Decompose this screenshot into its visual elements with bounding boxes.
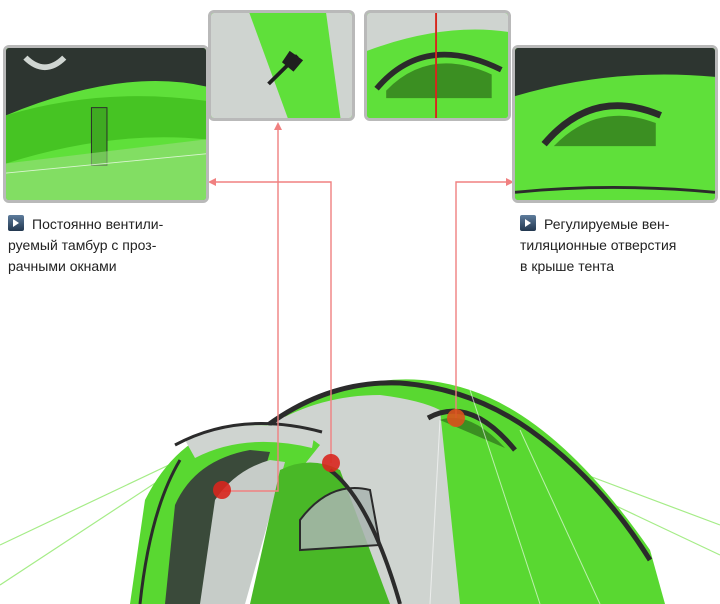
callout-lines xyxy=(210,125,512,492)
caption-roof-vent-line-3: в крыше тента xyxy=(520,258,615,274)
callout-arrowheads xyxy=(208,122,514,186)
play-arrow-icon xyxy=(520,215,536,231)
caption-roof-vent: Регулируемые вен- тиляционные отверстия … xyxy=(520,214,676,277)
caption-vestibule: Постоянно вентили- руемый тамбур с проз-… xyxy=(8,214,163,277)
caption-vestibule-line-1: Постоянно вентили- xyxy=(8,214,163,235)
thumb-roof-vent xyxy=(512,45,718,203)
caption-vestibule-line-3: рачными окнами xyxy=(8,258,117,274)
thumb-vestibule xyxy=(3,45,209,203)
thumb-roof-zip xyxy=(364,10,511,121)
marker-vestibule[interactable] xyxy=(213,481,231,499)
thumb-door-tie xyxy=(208,10,355,121)
caption-roof-vent-line-2: тиляционные отверстия xyxy=(520,237,677,253)
play-arrow-icon xyxy=(8,215,24,231)
tent-body xyxy=(130,379,665,604)
caption-vestibule-text-1: Постоянно вентили- xyxy=(32,216,164,232)
caption-roof-vent-text-1: Регулируемые вен- xyxy=(544,216,670,232)
marker-roof-vent[interactable] xyxy=(447,409,465,427)
caption-vestibule-line-2: руемый тамбур с проз- xyxy=(8,237,157,253)
marker-door[interactable] xyxy=(322,454,340,472)
caption-roof-vent-line-1: Регулируемые вен- xyxy=(520,214,676,235)
